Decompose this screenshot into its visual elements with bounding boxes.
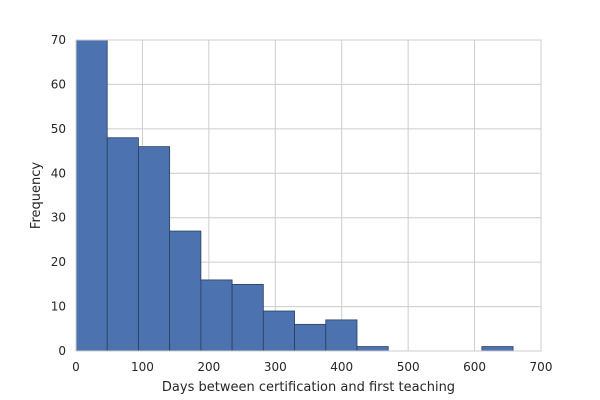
x-tick-label: 500 <box>397 360 420 374</box>
y-axis-label: Frequency <box>29 162 44 229</box>
x-tick-label: 200 <box>197 360 220 374</box>
x-tick-label: 100 <box>131 360 154 374</box>
histogram-bar <box>325 319 358 352</box>
histogram-bar <box>200 279 233 352</box>
y-tick-label: 40 <box>51 166 66 180</box>
histogram-bars <box>75 39 514 352</box>
y-tick-label: 60 <box>51 77 66 91</box>
histogram-bar <box>169 230 202 352</box>
y-tick-label: 50 <box>51 122 66 136</box>
x-tick-label: 600 <box>463 360 486 374</box>
y-tick-label: 30 <box>51 211 66 225</box>
histogram-bar <box>231 283 264 352</box>
x-tick-label: 700 <box>530 360 553 374</box>
histogram-bar <box>75 39 108 352</box>
histogram-bar <box>294 323 327 352</box>
y-tick-label: 0 <box>58 344 66 358</box>
x-tick-labels: 0 100 200 300 400 500 600 700 <box>72 360 552 374</box>
histogram-bar <box>356 346 389 352</box>
x-tick-label: 300 <box>264 360 287 374</box>
histogram-bar <box>138 146 171 352</box>
y-tick-label: 10 <box>51 300 66 314</box>
x-tick-label: 400 <box>330 360 353 374</box>
x-tick-label: 0 <box>72 360 80 374</box>
histogram-bar <box>106 137 139 352</box>
y-tick-label: 20 <box>51 255 66 269</box>
x-axis-label: Days between certification and first tea… <box>162 380 455 395</box>
y-tick-labels: 0 10 20 30 40 50 60 70 <box>51 33 66 358</box>
plot-frame <box>75 39 542 352</box>
histogram-bar <box>481 346 514 352</box>
histogram-bar <box>262 310 295 352</box>
y-tick-label: 70 <box>51 33 66 47</box>
